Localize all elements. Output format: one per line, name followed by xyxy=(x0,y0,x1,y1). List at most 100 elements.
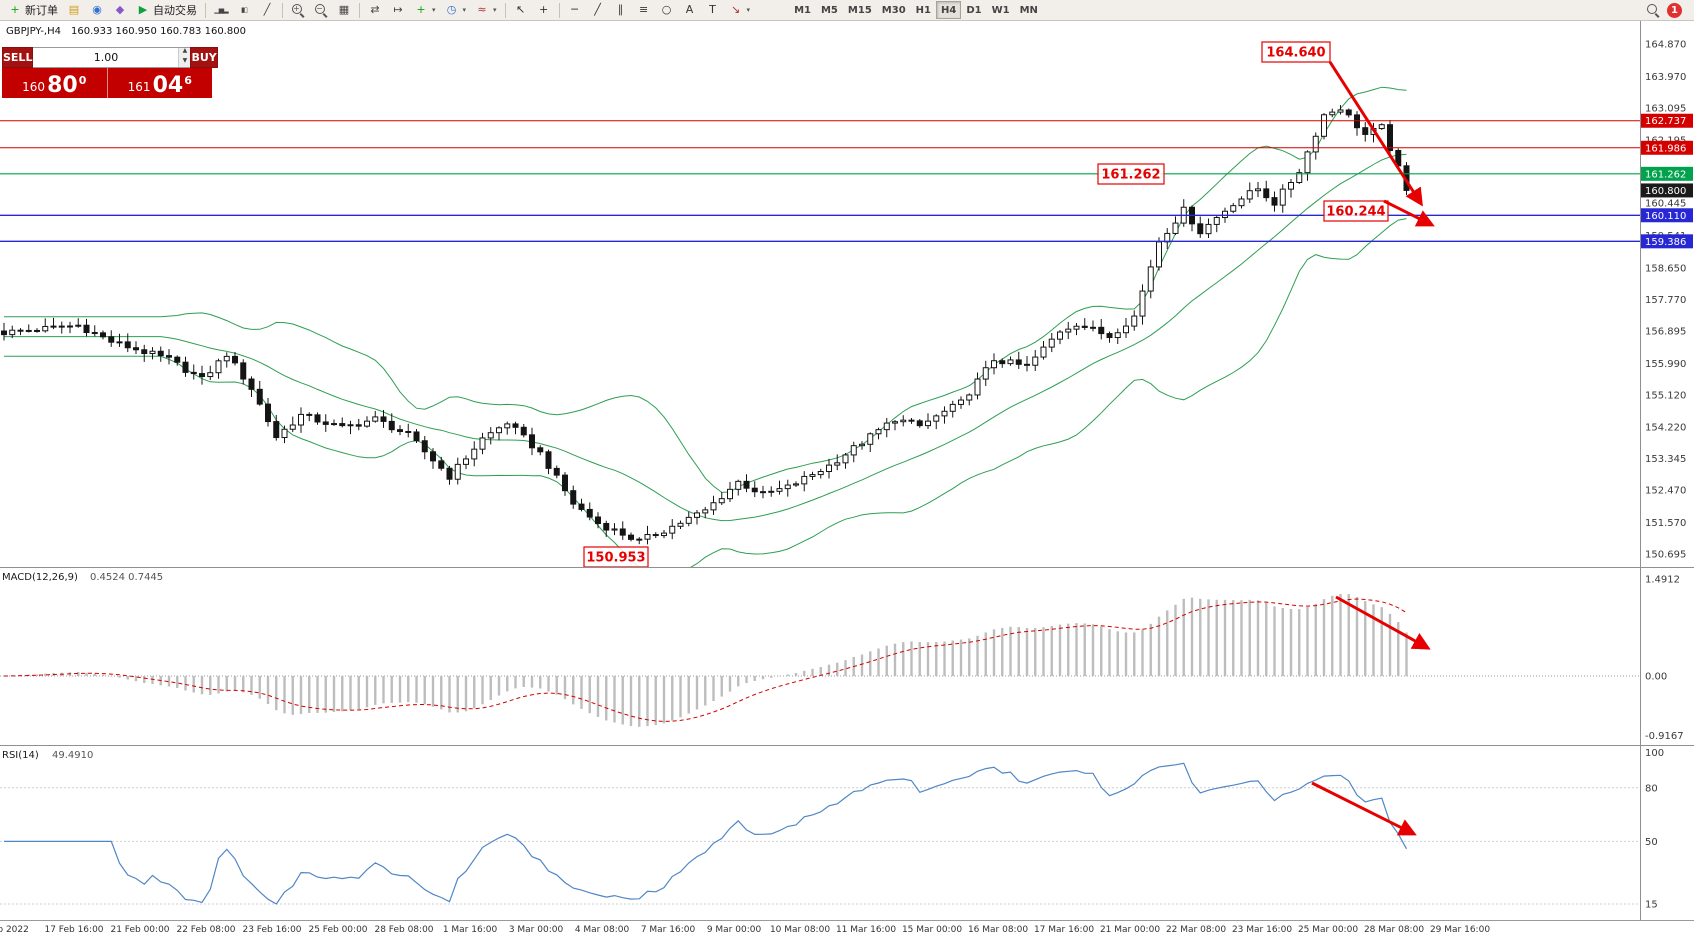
search-icon[interactable] xyxy=(1646,3,1660,17)
svg-text:100: 100 xyxy=(1645,748,1664,759)
sell-price-pips: 80 xyxy=(47,73,78,98)
sell-price-base: 160 xyxy=(22,80,46,94)
time-label: 22 Feb 08:00 xyxy=(176,925,236,935)
svg-text:164.870: 164.870 xyxy=(1645,40,1686,51)
timeframe-h1-button[interactable]: H1 xyxy=(911,1,936,19)
main-price-chart[interactable]: 164.870163.970163.095162.195160.445159.5… xyxy=(0,21,1694,567)
svg-text:159.386: 159.386 xyxy=(1645,237,1686,248)
buy-price-point: 6 xyxy=(184,74,192,87)
trend-arrow[interactable] xyxy=(1335,595,1431,650)
zoom-in-button[interactable]: + xyxy=(287,1,309,19)
volume-increase-arrow-icon[interactable]: ▲ xyxy=(179,48,191,58)
time-label: 28 Feb 08:00 xyxy=(374,925,434,935)
ellipse-button[interactable]: ○ xyxy=(656,1,678,19)
macd-indicator-panel[interactable]: MACD(12,26,9) 0.4524 0.7445 1.4912 0.00 -0.9… xyxy=(0,567,1694,745)
svg-text:164.640: 164.640 xyxy=(1266,46,1325,61)
crosshair-button[interactable]: + xyxy=(533,1,555,19)
svg-text:150.695: 150.695 xyxy=(1645,550,1686,561)
zoom-out-button[interactable]: − xyxy=(310,1,332,19)
autotrade-play-icon: ▶ xyxy=(138,3,148,16)
arrows-tool-button[interactable]: ↘ ▾ xyxy=(725,1,755,19)
timeframe-m15-button[interactable]: M15 xyxy=(843,1,877,19)
buy-button[interactable]: BUY xyxy=(190,47,218,68)
label-button[interactable]: T xyxy=(702,1,724,19)
channel-icon: ∥ xyxy=(617,3,624,16)
timeframe-w1-button[interactable]: W1 xyxy=(987,1,1015,19)
market-watch-button[interactable]: ◉ xyxy=(86,1,108,19)
time-label: 3 Mar 00:00 xyxy=(508,925,564,935)
period-menu-button[interactable]: ◷ ▾ xyxy=(441,1,471,19)
svg-text:152.470: 152.470 xyxy=(1645,486,1686,497)
toolbar-separator xyxy=(282,2,283,18)
candlestick-icon: ▮▯ xyxy=(241,6,248,14)
notification-badge[interactable]: 1 xyxy=(1667,2,1682,18)
timeframe-toolbar: M1 M5 M15 M30 H1 H4 D1 W1 MN xyxy=(789,1,1043,19)
channel-button[interactable]: ∥ xyxy=(610,1,632,19)
svg-text:-0.9167: -0.9167 xyxy=(1645,731,1684,742)
time-label: 29 Mar 16:00 xyxy=(1429,925,1491,935)
autotrade-button[interactable]: ▶ 自动交易 xyxy=(132,1,201,19)
buy-price-display[interactable]: 161 04 6 xyxy=(108,68,213,98)
text-button[interactable]: A xyxy=(679,1,701,19)
market-watch-icon: ◉ xyxy=(92,3,102,16)
timeframe-mn-button[interactable]: MN xyxy=(1015,1,1043,19)
new-chart-button[interactable]: + ▾ xyxy=(410,1,440,19)
fibonacci-icon: ≡ xyxy=(638,3,649,16)
time-label: 17 Mar 16:00 xyxy=(1033,925,1095,935)
navigator-icon: ◆ xyxy=(115,3,125,16)
new-order-button[interactable]: + 新订单 xyxy=(4,1,62,19)
rsi-indicator-panel[interactable]: RSI(14) 49.4910 100 80 50 15 xyxy=(0,745,1694,920)
macd-signal-line xyxy=(3,598,1407,722)
svg-text:155.990: 155.990 xyxy=(1645,359,1686,370)
toolbar-separator xyxy=(205,2,206,18)
timeframe-m1-button[interactable]: M1 xyxy=(789,1,816,19)
toolbar-separator xyxy=(359,2,360,18)
bar-chart-button[interactable]: ▁▅▂ xyxy=(210,1,232,19)
volume-input[interactable] xyxy=(33,48,179,67)
svg-text:163.095: 163.095 xyxy=(1645,103,1686,114)
timeframe-d1-button[interactable]: D1 xyxy=(961,1,986,19)
indicators-menu-button[interactable]: ≈ ▾ xyxy=(471,1,501,19)
auto-scroll-button[interactable]: ⇄ xyxy=(364,1,386,19)
timeframe-m5-button[interactable]: M5 xyxy=(816,1,843,19)
fibonacci-button[interactable]: ≡ xyxy=(633,1,655,19)
sell-price-display[interactable]: 160 80 0 xyxy=(2,68,108,98)
horizontal-line-button[interactable]: ─ xyxy=(564,1,586,19)
indicator-list-button[interactable]: ▤ xyxy=(63,1,85,19)
time-label: 22 Mar 08:00 xyxy=(1165,925,1227,935)
time-label: 28 Mar 08:00 xyxy=(1363,925,1425,935)
macd-values: 0.4524 0.7445 xyxy=(90,572,163,583)
tile-windows-button[interactable]: ▦ xyxy=(333,1,355,19)
chart-shift-button[interactable]: ↦ xyxy=(387,1,409,19)
line-chart-button[interactable]: ╱ xyxy=(256,1,278,19)
new-order-icon: + xyxy=(10,3,20,16)
trendline-button[interactable]: ╱ xyxy=(587,1,609,19)
horizontal-line-icon: ─ xyxy=(571,3,578,16)
price-annotations[interactable]: 164.640 161.262 160.244 150.953 xyxy=(583,41,1389,567)
svg-text:151.570: 151.570 xyxy=(1645,518,1686,529)
time-label: 21 Feb 00:00 xyxy=(110,925,170,935)
clock-icon: ◷ xyxy=(446,3,457,16)
svg-text:15: 15 xyxy=(1645,899,1658,910)
volume-decrease-arrow-icon[interactable]: ▼ xyxy=(179,57,191,67)
line-chart-icon: ╱ xyxy=(263,3,271,16)
svg-text:155.120: 155.120 xyxy=(1645,390,1686,401)
cursor-button[interactable]: ↖ xyxy=(510,1,532,19)
timeframe-h4-button[interactable]: H4 xyxy=(935,1,962,19)
svg-text:1.4912: 1.4912 xyxy=(1645,575,1680,586)
sell-button[interactable]: SELL xyxy=(2,47,34,68)
time-label: 4 Mar 08:00 xyxy=(574,925,630,935)
timeframe-m30-button[interactable]: M30 xyxy=(877,1,911,19)
symbol-info: GBPJPY-,H4 160.933 160.950 160.783 160.8… xyxy=(6,26,246,37)
candlestick-chart-button[interactable]: ▮▯ xyxy=(233,1,255,19)
dropdown-caret-icon: ▾ xyxy=(432,6,436,14)
trend-arrow[interactable] xyxy=(1311,781,1417,836)
auto-scroll-icon: ⇄ xyxy=(370,3,380,16)
navigator-button[interactable]: ◆ xyxy=(109,1,131,19)
trend-arrow[interactable] xyxy=(1328,61,1435,227)
svg-text:50: 50 xyxy=(1645,837,1658,848)
indicator-list-icon: ▤ xyxy=(68,3,80,16)
price-scale: 164.870163.970163.095162.195160.445159.5… xyxy=(1640,21,1693,567)
